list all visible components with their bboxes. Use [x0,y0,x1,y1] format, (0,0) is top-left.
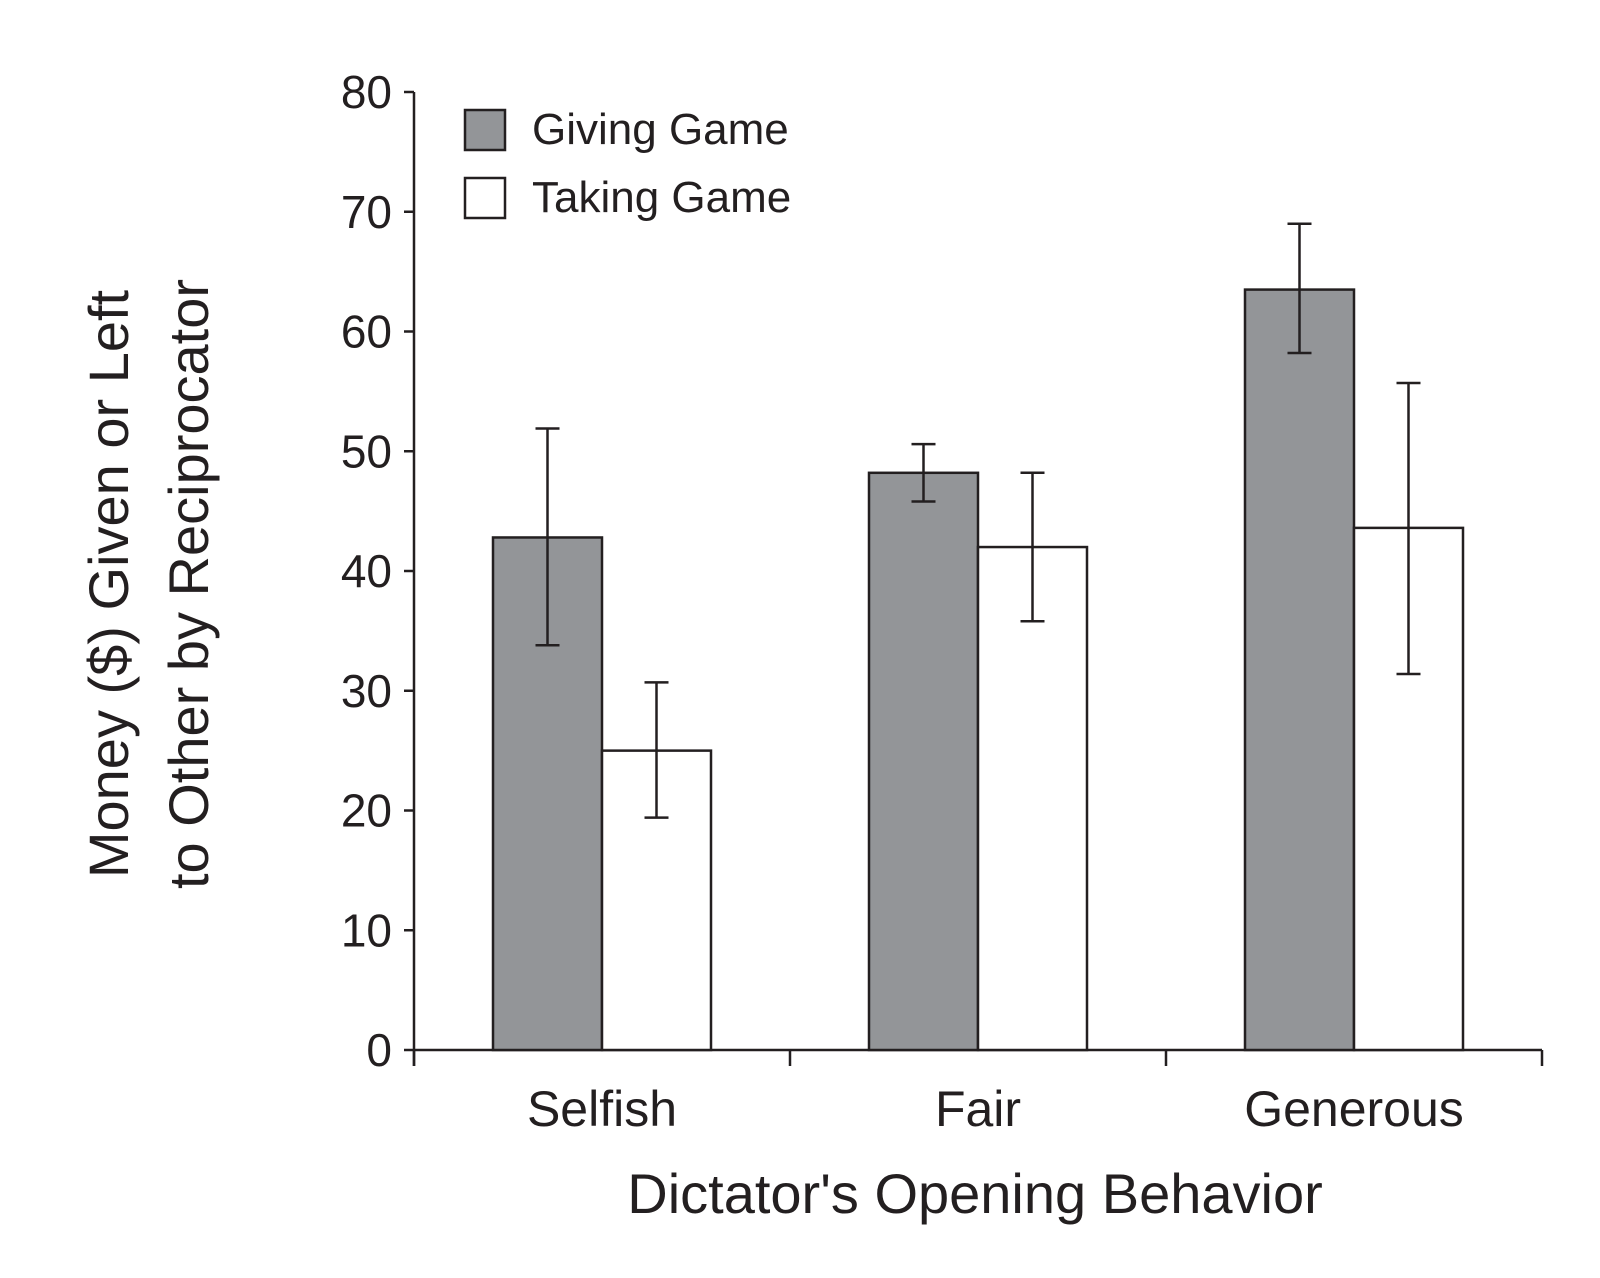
y-tick-label: 20 [341,785,392,837]
y-tick-label: 0 [366,1024,392,1076]
axes: 0 10 20 30 40 50 60 70 80 Selfish Fair Generous [341,66,1544,1137]
error-bars [535,222,1421,819]
bar-taking-game-fair [976,545,1089,1052]
y-tick-label: 70 [341,186,392,238]
x-tick-label: Fair [935,1081,1021,1137]
y-tick-label: 10 [341,904,392,956]
y-axis-title-line-2: to Other by Reciprocator [157,279,220,889]
bar-giving-game-generous [1243,288,1356,1052]
legend-label: Taking Game [532,173,791,222]
x-tick-label: Generous [1244,1081,1464,1137]
y-axis-title-line-1: Money ($) Given or Left [77,289,140,878]
y-tick-label: 30 [341,665,392,717]
y-tick-label: 80 [341,66,392,118]
y-axis-title: Money ($) Given or Left to Other by Reci… [77,279,220,889]
legend: Giving Game Taking Game [463,105,791,222]
legend-swatch [463,108,507,152]
x-tick-label: Selfish [527,1081,677,1137]
bars [491,288,1465,1052]
y-tick-label: 40 [341,545,392,597]
y-tick-label: 60 [341,306,392,358]
legend-swatch [463,176,507,220]
x-axis-title: Dictator's Opening Behavior [627,1162,1323,1225]
legend-label: Giving Game [532,105,789,154]
y-tick-label: 50 [341,425,392,477]
bar-giving-game-fair [867,471,980,1052]
